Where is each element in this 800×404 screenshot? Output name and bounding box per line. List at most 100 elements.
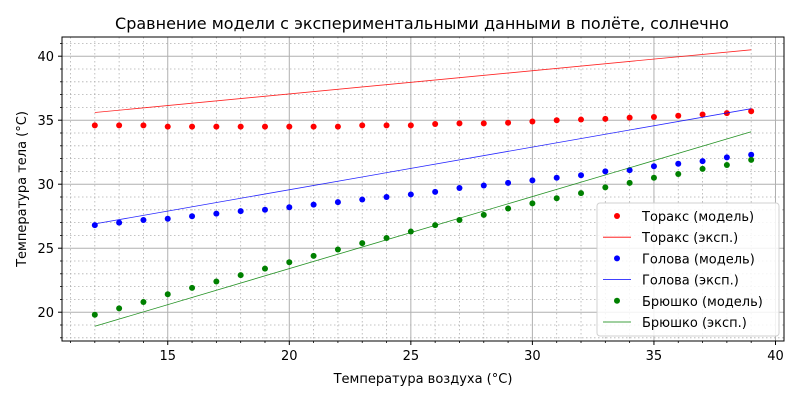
model-point (675, 170, 682, 177)
model-point (407, 122, 414, 129)
model-point (407, 191, 414, 198)
legend-label: Голова (эксп.) (642, 274, 739, 289)
model-point (140, 122, 147, 129)
legend-label: Брюшко (модель) (642, 295, 763, 310)
model-point (334, 123, 341, 130)
x-tick-label: 25 (403, 349, 420, 364)
model-point (650, 114, 657, 120)
model-point (650, 163, 657, 170)
model-point (261, 123, 268, 130)
model-point (237, 123, 244, 130)
model-point (505, 119, 512, 126)
x-tick-label: 20 (281, 349, 298, 364)
plot-frame (61, 36, 785, 342)
model-point (237, 272, 244, 279)
model-point (748, 108, 755, 115)
model-point (237, 208, 244, 215)
model-point (359, 196, 366, 203)
legend-label: Торакс (модель) (641, 210, 754, 225)
legend-marker-swatch (614, 213, 620, 219)
model-point (480, 182, 487, 189)
x-tick-label: 15 (159, 349, 176, 364)
model-point (675, 160, 682, 167)
model-point (116, 219, 123, 226)
model-point (286, 204, 293, 211)
model-point (310, 201, 317, 208)
model-point (213, 210, 220, 217)
model-point (407, 228, 414, 235)
model-point (626, 167, 633, 174)
model-point (116, 305, 123, 312)
model-point (91, 222, 98, 229)
model-point (748, 156, 755, 163)
model-point (675, 112, 682, 119)
model-point (505, 179, 512, 186)
experimental-line (94, 131, 752, 327)
model-point (480, 211, 487, 218)
model-point (480, 120, 487, 127)
model-point (626, 179, 633, 186)
model-point (334, 199, 341, 206)
x-tick-label: 35 (646, 349, 663, 364)
model-point (140, 217, 147, 224)
model-point (602, 184, 609, 191)
model-point (140, 298, 147, 305)
model-point (748, 151, 755, 158)
y-tick-label: 25 (37, 242, 54, 257)
model-point (578, 116, 585, 123)
y-tick-label: 35 (37, 114, 54, 129)
legend-marker-swatch (614, 297, 620, 304)
model-point (578, 190, 585, 197)
model-point (578, 172, 585, 179)
x-tick-label: 40 (767, 349, 784, 364)
x-tick-label: 30 (524, 349, 541, 364)
y-axis-label: Температура тела (°C) (15, 111, 30, 268)
model-point (164, 215, 171, 222)
legend-marker-swatch (614, 255, 620, 262)
model-point (213, 123, 220, 130)
model-point (189, 123, 196, 130)
model-point (723, 162, 730, 168)
model-point (432, 188, 439, 195)
model-point (456, 120, 463, 127)
y-tick-label: 20 (37, 306, 54, 321)
legend: Торакс (модель) Торакс (эксп.) Голова (мод… (596, 202, 780, 337)
model-point (529, 118, 536, 125)
model-point (261, 265, 268, 272)
legend-label: Брюшко (эксп.) (642, 316, 747, 331)
y-tick-label: 30 (37, 178, 54, 193)
model-point (383, 122, 390, 129)
model-point (116, 122, 123, 129)
model-point (189, 213, 196, 220)
model-point (529, 177, 536, 184)
experimental-line (94, 108, 752, 225)
legend-box (596, 202, 780, 337)
model-point (91, 311, 98, 318)
model-point (699, 111, 706, 118)
model-point (383, 194, 390, 200)
model-point (650, 174, 657, 181)
model-point (91, 122, 98, 129)
model-point (432, 121, 439, 128)
y-tick-label: 40 (37, 50, 54, 65)
model-point (164, 123, 171, 130)
experimental-line (94, 49, 752, 113)
model-point (359, 240, 366, 247)
model-point (456, 185, 463, 192)
model-point (699, 165, 706, 172)
model-point (553, 195, 560, 202)
model-point (699, 158, 706, 165)
legend-label: Голова (модель) (642, 252, 755, 267)
chart-title: Сравнение модели с экспериментальными да… (115, 14, 729, 33)
model-point (553, 117, 560, 124)
model-point (602, 115, 609, 122)
model-point (334, 246, 341, 253)
model-point (626, 114, 633, 121)
axis-ticks: 15 20 25 30 35 40 20 25 30 35 40 (37, 43, 784, 364)
model-point (310, 123, 317, 130)
model-point (189, 284, 196, 291)
model-point (310, 252, 317, 259)
model-point (505, 205, 512, 212)
